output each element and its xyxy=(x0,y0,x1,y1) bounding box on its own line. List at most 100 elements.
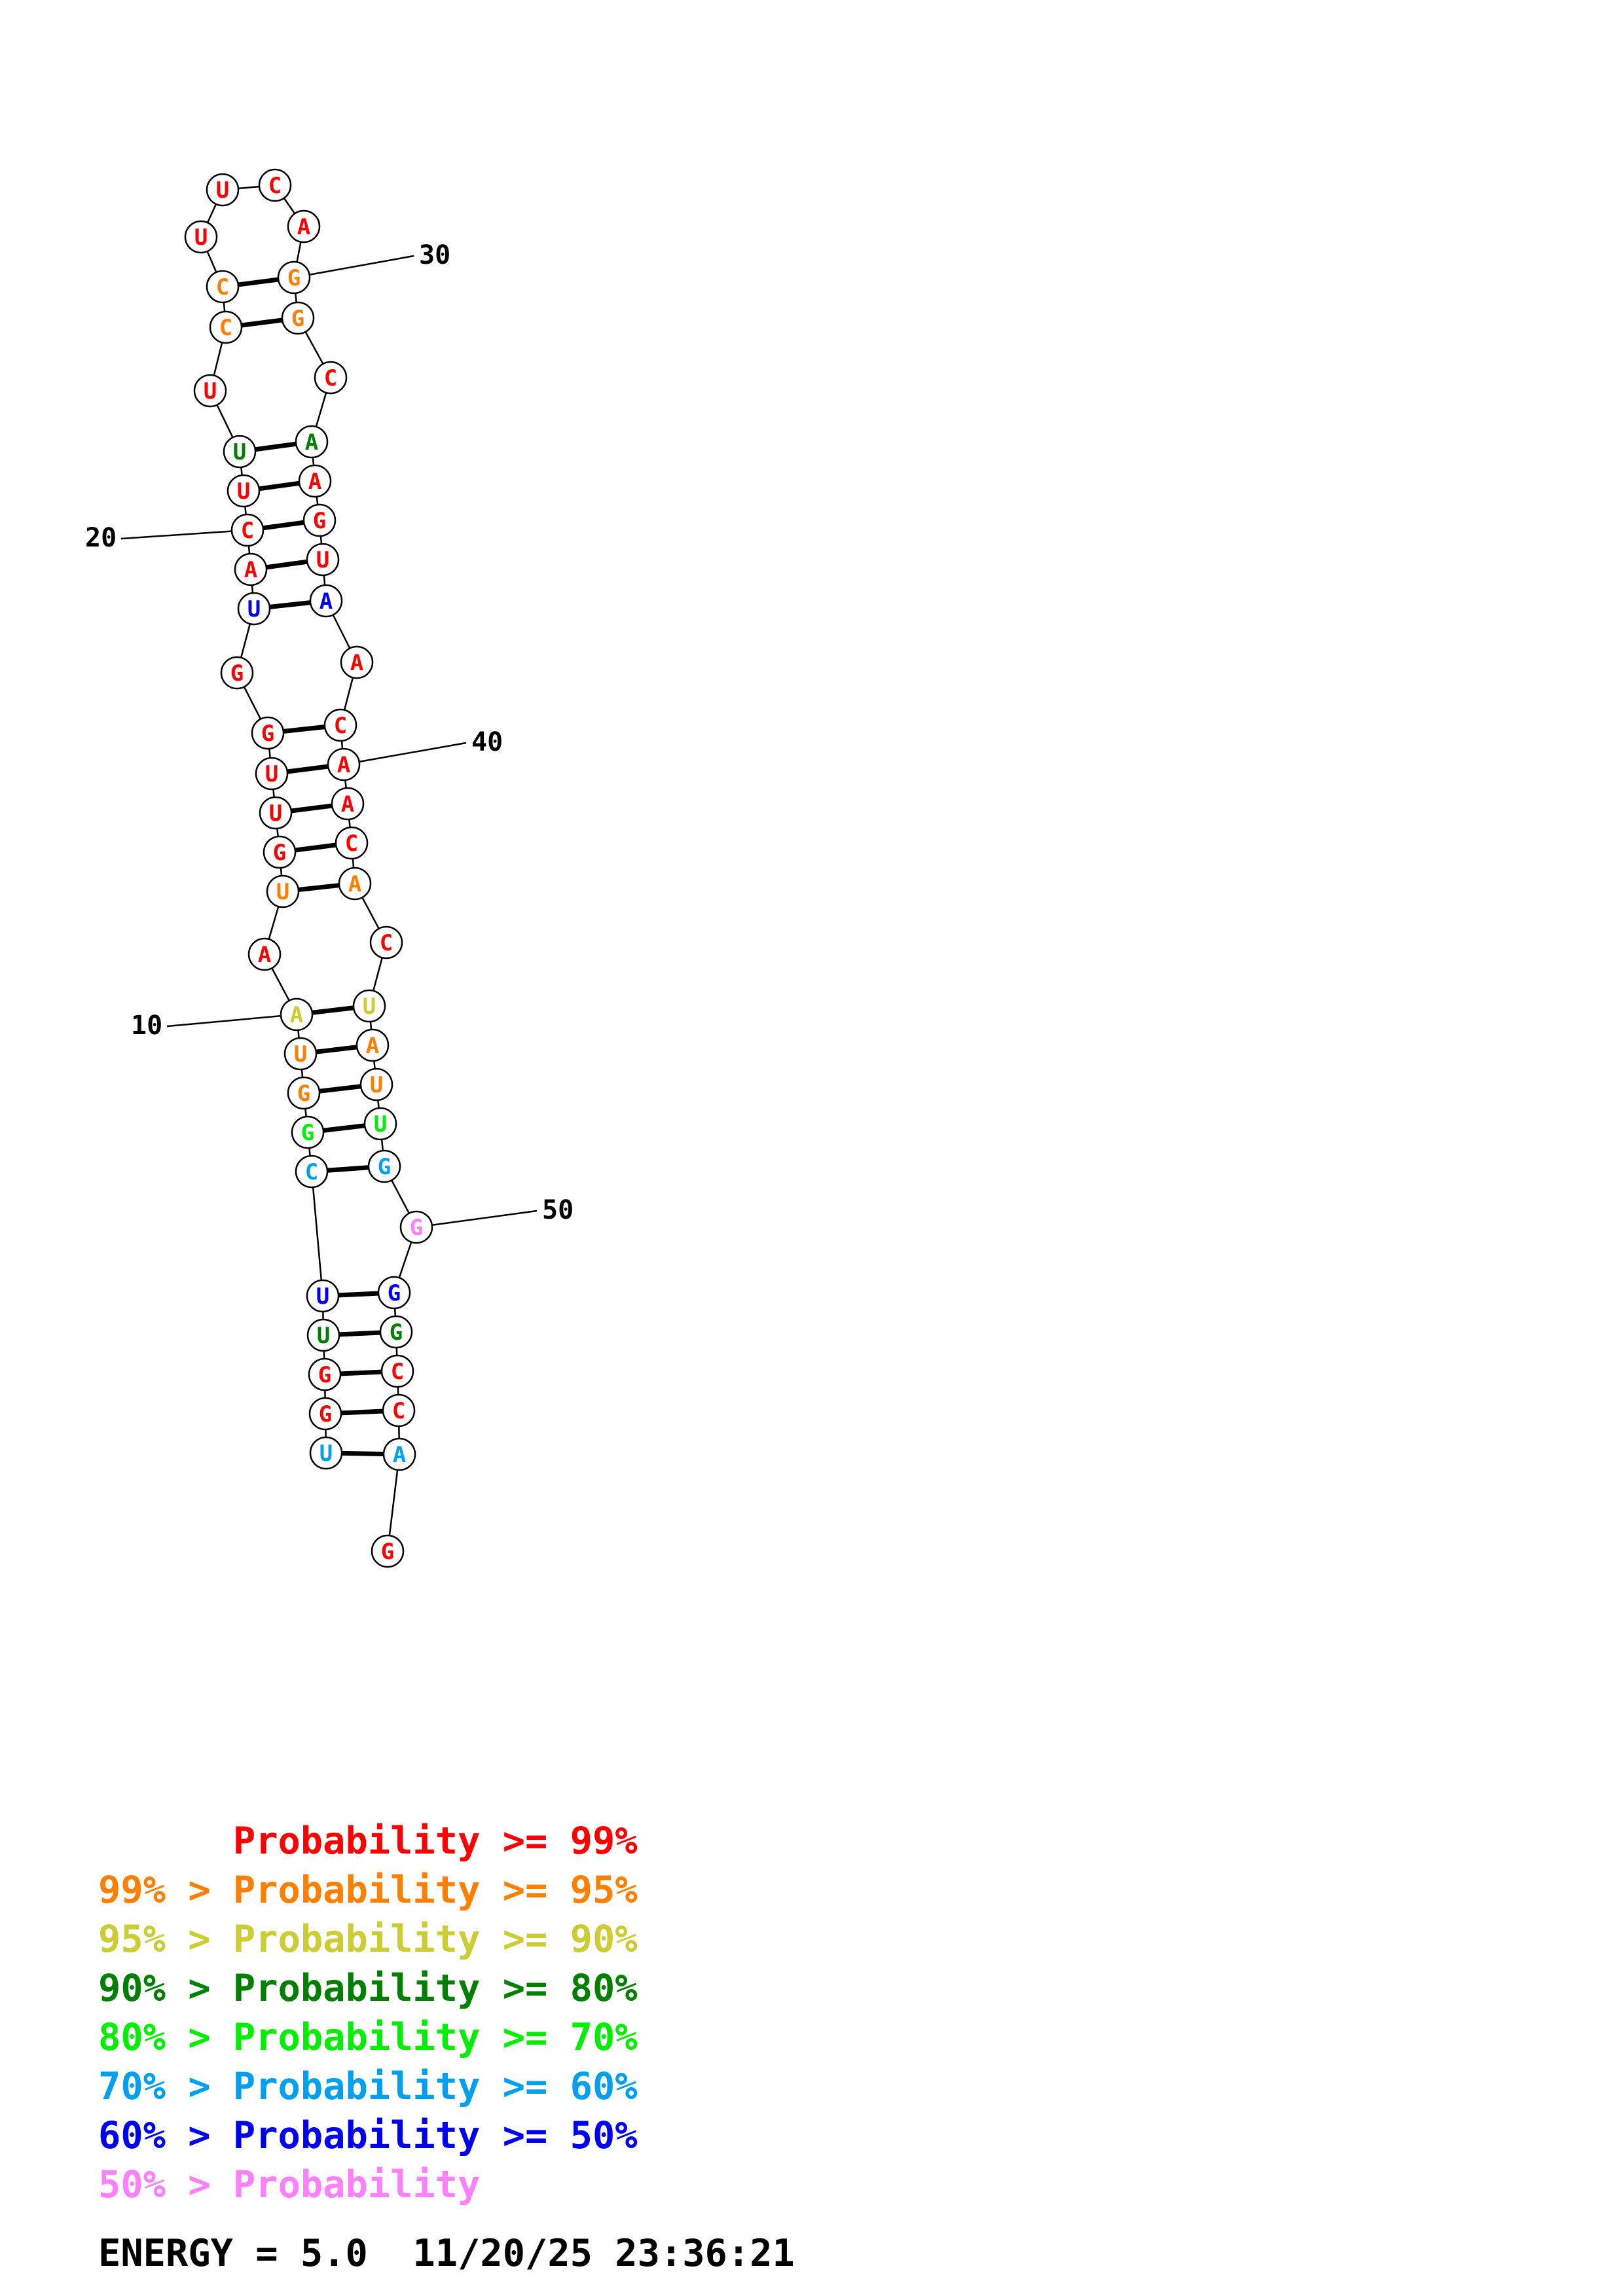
nucleotide-49: G xyxy=(367,1149,401,1183)
nucleotide-circle xyxy=(193,374,227,408)
nucleotide-25: C xyxy=(206,270,240,304)
nucleotide-letter: A xyxy=(319,588,333,615)
legend-line-prob-95: 99% > Probability >= 95% xyxy=(98,1869,638,1912)
nucleotide-35: G xyxy=(302,503,337,537)
nucleotide-circle xyxy=(314,361,348,395)
nucleotide-circle xyxy=(371,1534,405,1568)
nucleotide-letter: U xyxy=(216,177,229,204)
nucleotide-letter: G xyxy=(261,721,274,747)
index-label-40: 40 xyxy=(471,727,503,757)
nucleotide-circle xyxy=(306,543,340,577)
nucleotide-26: U xyxy=(184,220,218,254)
nucleotide-letter: C xyxy=(219,315,232,341)
nucleotide-56: G xyxy=(371,1534,405,1568)
nucleotide-3: G xyxy=(308,1357,342,1391)
nucleotide-circle xyxy=(382,1437,416,1471)
nucleotide-15: U xyxy=(255,757,289,791)
nucleotide-circle xyxy=(234,552,268,586)
nucleotide-32: C xyxy=(314,361,348,395)
nucleotide-letter: U xyxy=(370,1072,383,1098)
nucleotide-1: U xyxy=(309,1436,343,1470)
index-tick-line xyxy=(416,1210,538,1229)
nucleotide-30: G xyxy=(277,260,311,295)
nucleotide-circle xyxy=(220,656,254,690)
nucleotide-29: A xyxy=(287,209,321,243)
nucleotide-circle xyxy=(223,435,257,469)
nucleotide-44: C xyxy=(369,925,403,960)
nucleotide-letter: A xyxy=(297,214,310,240)
nucleotide-circle xyxy=(367,1149,401,1183)
nucleotide-circle xyxy=(251,716,285,750)
nucleotide-38: A xyxy=(340,645,374,679)
nucleotide-circle xyxy=(302,503,337,537)
nucleotide-letter: A xyxy=(341,791,354,817)
nucleotide-circle xyxy=(295,425,329,459)
nucleotide-circle xyxy=(283,1037,318,1071)
nucleotide-circle xyxy=(277,260,311,295)
nucleotide-circle xyxy=(340,645,374,679)
nucleotide-circle xyxy=(298,464,332,498)
nucleotide-50: G xyxy=(399,1210,433,1244)
nucleotide-letter: G xyxy=(297,1081,310,1107)
nucleotide-letter: G xyxy=(319,1401,332,1427)
nucleotide-letter: A xyxy=(366,1033,379,1059)
nucleotide-circle xyxy=(295,1155,329,1189)
nucleotide-letter: A xyxy=(244,557,257,583)
nucleotide-circle xyxy=(309,584,343,618)
nucleotide-circle xyxy=(308,1357,342,1391)
nucleotide-10: A xyxy=(280,997,314,1031)
legend-line-prob-50: 60% > Probability >= 50% xyxy=(98,2114,638,2157)
nucleotide-9: U xyxy=(283,1037,318,1071)
nucleotide-letter: U xyxy=(317,1323,330,1349)
legend-line-prob-60: 70% > Probability >= 60% xyxy=(98,2065,638,2108)
nucleotide-circle xyxy=(209,310,243,344)
nucleotide-6: C xyxy=(295,1155,329,1189)
nucleotide-circle xyxy=(359,1067,393,1102)
nucleotide-54: C xyxy=(382,1393,416,1427)
nucleotide-circle xyxy=(352,989,386,1023)
nucleotide-circle xyxy=(377,1276,411,1310)
nucleotide-letter: A xyxy=(393,1442,406,1468)
nucleotide-23: U xyxy=(193,374,227,408)
index-label-50: 50 xyxy=(542,1195,574,1225)
nucleotide-letter: G xyxy=(273,840,286,866)
nucleotide-letter: U xyxy=(233,439,246,465)
nucleotide-letter: A xyxy=(350,650,363,676)
nucleotide-circle xyxy=(335,826,369,860)
nucleotide-letter: C xyxy=(392,1398,405,1424)
nucleotide-13: G xyxy=(263,835,297,869)
nucleotide-letter: G xyxy=(388,1280,401,1306)
nucleotide-34: A xyxy=(298,464,332,498)
nucleotide-letter: U xyxy=(316,1283,329,1310)
legend-line-prob-80: 90% > Probability >= 80% xyxy=(98,1967,638,2010)
nucleotide-28: C xyxy=(258,168,292,202)
nucleotide-11: A xyxy=(247,937,282,971)
nucleotide-circle xyxy=(184,220,218,254)
nucleotide-letter: U xyxy=(374,1111,387,1138)
nucleotide-27: U xyxy=(206,173,240,207)
nucleotide-7: G xyxy=(291,1115,325,1149)
nucleotide-letter: U xyxy=(294,1041,307,1067)
index-label-layer: 10 20 30 40 50 xyxy=(85,240,574,1229)
nucleotide-circle xyxy=(230,513,264,547)
nucleotide-20: C xyxy=(230,513,264,547)
energy-footer: ENERGY = 5.0 11/20/25 23:36:21 xyxy=(98,2232,795,2275)
nucleotide-letter: G xyxy=(410,1215,423,1241)
nucleotide-circle xyxy=(237,592,271,626)
index-tick-line xyxy=(166,1013,297,1028)
nucleotide-letter: A xyxy=(258,942,271,968)
nucleotide-letter: G xyxy=(230,660,244,687)
nucleotide-circle xyxy=(323,708,357,742)
nucleotide-4: U xyxy=(306,1318,340,1352)
nucleotide-36: U xyxy=(306,543,340,577)
nucleotide-letter: U xyxy=(319,1441,333,1467)
nucleotide-circle xyxy=(255,757,289,791)
nucleotide-circle xyxy=(380,1354,414,1388)
nucleotide-letter: U xyxy=(363,994,376,1020)
legend-line-prob-70: 80% > Probability >= 70% xyxy=(98,2016,638,2059)
nucleotide-42: C xyxy=(335,826,369,860)
legend-line-prob-below-50: 50% > Probability xyxy=(98,2163,481,2206)
nucleotide-31: G xyxy=(281,301,315,335)
nucleotide-2: G xyxy=(308,1397,342,1431)
nucleotide-circle xyxy=(247,937,282,971)
